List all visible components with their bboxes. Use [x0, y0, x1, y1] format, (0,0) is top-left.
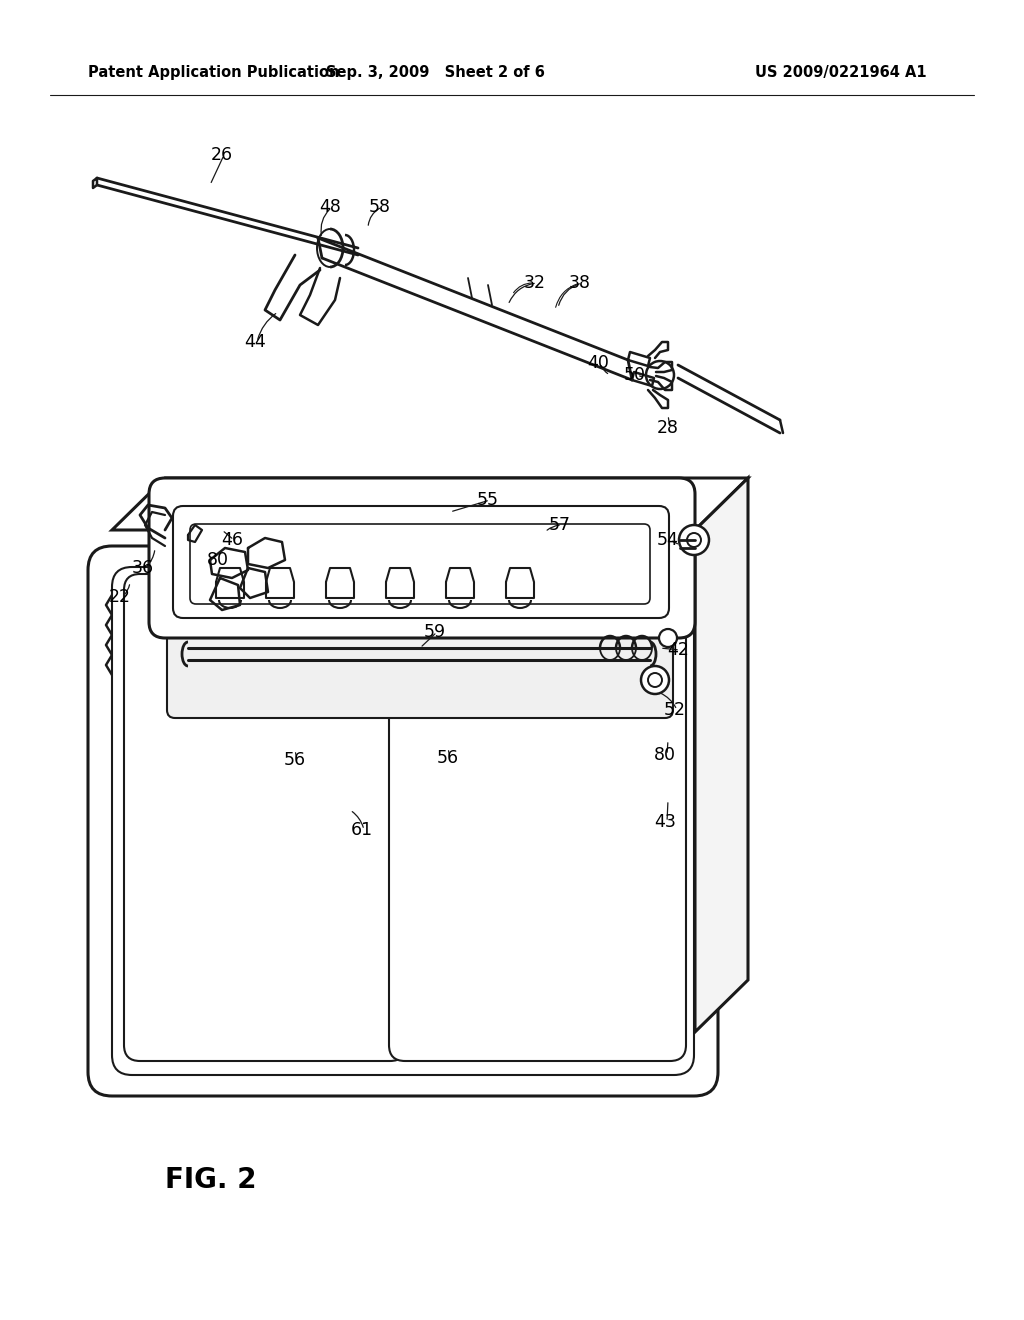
Ellipse shape [679, 525, 709, 554]
Text: 38: 38 [569, 275, 591, 292]
Text: 36: 36 [132, 558, 154, 577]
Text: 22: 22 [109, 587, 131, 606]
Text: 40: 40 [587, 354, 609, 372]
Ellipse shape [687, 533, 701, 546]
FancyBboxPatch shape [190, 524, 650, 605]
FancyBboxPatch shape [88, 546, 718, 1096]
Text: 42: 42 [667, 642, 689, 659]
Polygon shape [695, 478, 748, 1032]
Text: FIG. 2: FIG. 2 [165, 1166, 256, 1195]
FancyBboxPatch shape [167, 546, 673, 718]
Text: 56: 56 [437, 748, 459, 767]
Text: Sep. 3, 2009   Sheet 2 of 6: Sep. 3, 2009 Sheet 2 of 6 [326, 66, 545, 81]
Text: 50: 50 [624, 366, 646, 384]
Polygon shape [112, 478, 748, 531]
Text: 48: 48 [319, 198, 341, 216]
Text: 44: 44 [244, 333, 266, 351]
Text: US 2009/0221964 A1: US 2009/0221964 A1 [755, 66, 927, 81]
Text: 28: 28 [657, 418, 679, 437]
Text: 57: 57 [549, 516, 571, 535]
Text: 43: 43 [654, 813, 676, 832]
Text: 52: 52 [664, 701, 686, 719]
FancyBboxPatch shape [124, 574, 406, 1061]
Text: 80: 80 [654, 746, 676, 764]
Text: 32: 32 [524, 275, 546, 292]
Text: 58: 58 [369, 198, 391, 216]
Text: 61: 61 [351, 821, 373, 840]
Text: Patent Application Publication: Patent Application Publication [88, 66, 340, 81]
Text: 54: 54 [657, 531, 679, 549]
Text: 59: 59 [424, 623, 446, 642]
Text: 26: 26 [211, 147, 233, 164]
Ellipse shape [648, 673, 662, 686]
Text: 56: 56 [284, 751, 306, 770]
Text: 80: 80 [207, 550, 229, 569]
Text: 46: 46 [221, 531, 243, 549]
FancyBboxPatch shape [150, 478, 695, 638]
FancyBboxPatch shape [173, 506, 669, 618]
Ellipse shape [641, 667, 669, 694]
FancyBboxPatch shape [112, 568, 694, 1074]
Text: 55: 55 [477, 491, 499, 510]
FancyBboxPatch shape [389, 574, 686, 1061]
Ellipse shape [659, 630, 677, 647]
